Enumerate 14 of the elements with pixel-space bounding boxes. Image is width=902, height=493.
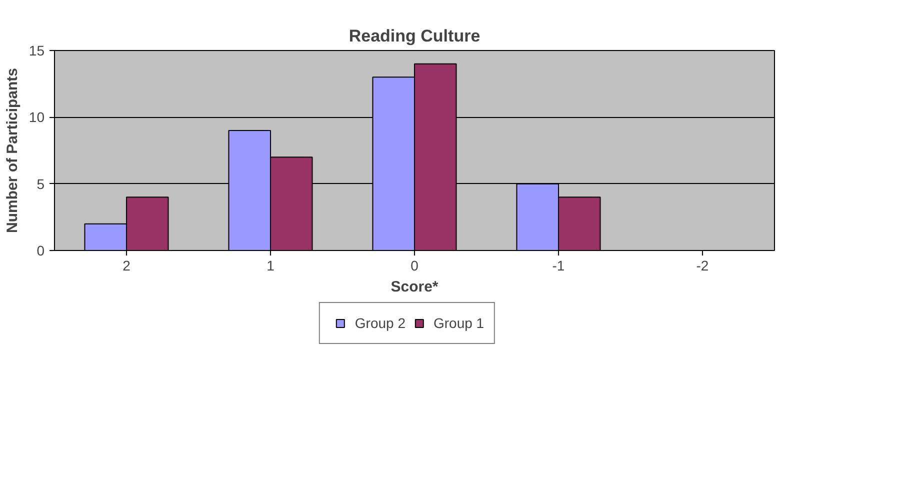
x-tick-label: -1 <box>552 258 565 274</box>
x-tick-label: 0 <box>410 258 419 274</box>
legend-label: Group 1 <box>434 315 484 331</box>
x-tick-label: -2 <box>696 258 709 274</box>
y-tick-label: 15 <box>28 42 45 58</box>
y-tick-label: 0 <box>36 242 45 258</box>
x-axis-title: Score* <box>390 278 438 296</box>
chart-title: Reading Culture <box>348 26 480 46</box>
y-tick-label: 5 <box>36 176 45 192</box>
y-axis-title: Number of Participants <box>4 68 21 234</box>
x-tick-label: 2 <box>122 258 131 274</box>
legend-label: Group 2 <box>354 315 406 331</box>
x-tick-label: 1 <box>266 258 275 274</box>
y-tick-label: 10 <box>28 109 45 126</box>
